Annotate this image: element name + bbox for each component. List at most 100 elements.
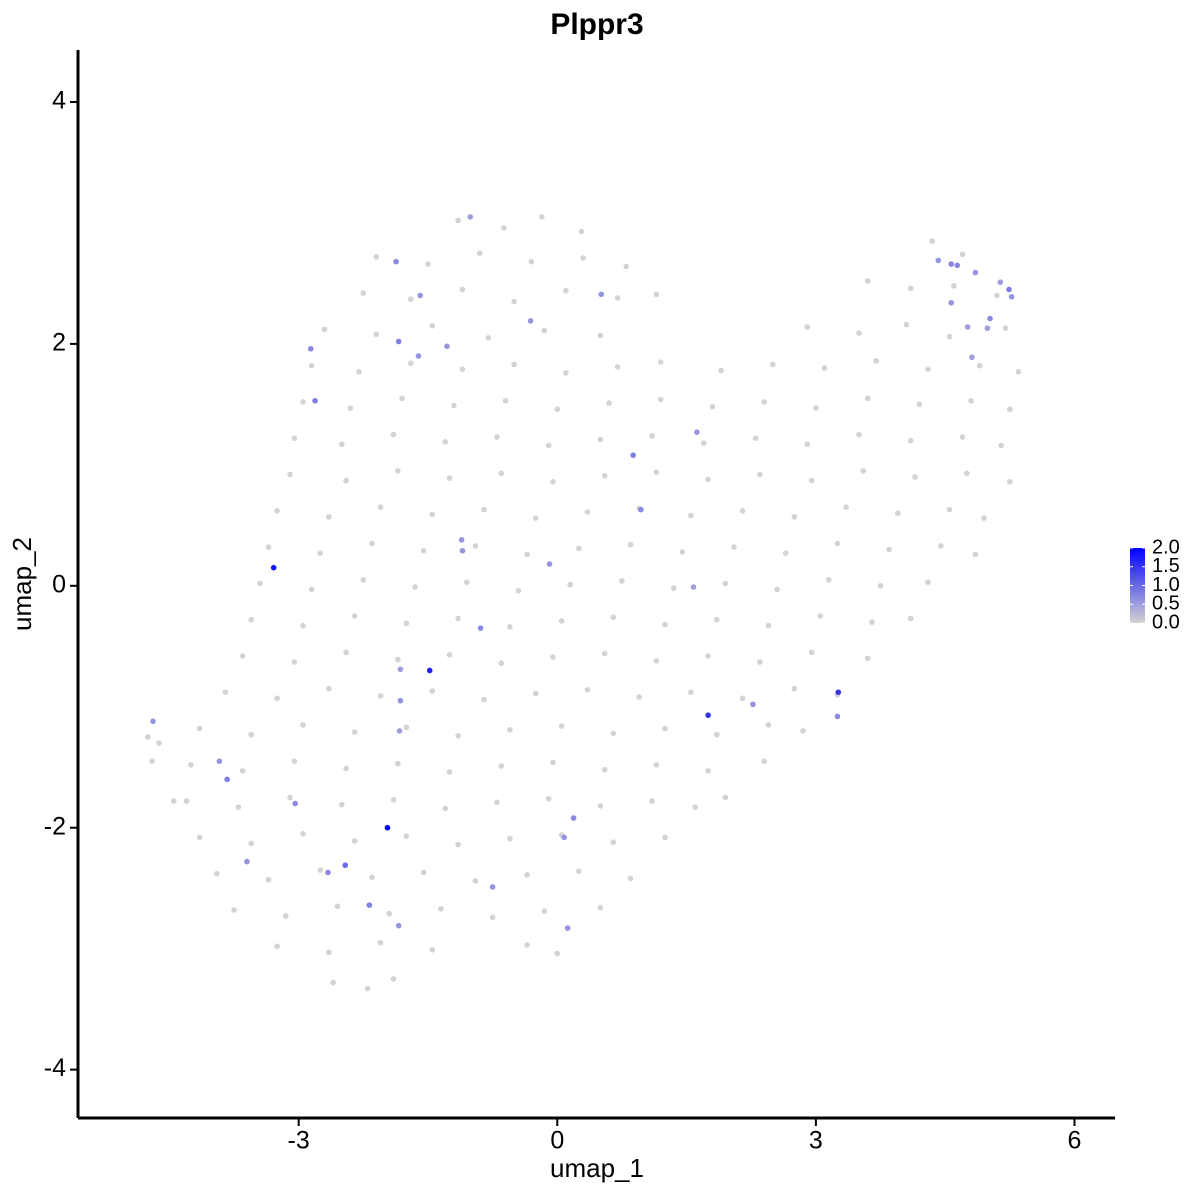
- point: [524, 551, 530, 558]
- point: [325, 869, 331, 876]
- point: [300, 722, 306, 728]
- point: [498, 763, 505, 769]
- point: [1007, 406, 1013, 413]
- point: [570, 815, 577, 821]
- point: [507, 726, 513, 733]
- point: [769, 361, 776, 368]
- point: [156, 740, 162, 746]
- point: [455, 841, 461, 848]
- point: [390, 797, 397, 803]
- point: [395, 922, 402, 929]
- point: [291, 758, 298, 764]
- point: [442, 439, 449, 445]
- point: [545, 795, 552, 802]
- point: [597, 332, 604, 339]
- point: [765, 722, 772, 728]
- point: [429, 688, 436, 694]
- point: [377, 939, 384, 946]
- point: [614, 295, 621, 301]
- point: [1007, 478, 1013, 485]
- point: [597, 904, 604, 911]
- point: [886, 546, 892, 553]
- point: [326, 514, 332, 520]
- point: [972, 551, 979, 558]
- point: [532, 515, 539, 521]
- point: [455, 732, 461, 739]
- point: [713, 731, 720, 738]
- point: [407, 296, 414, 302]
- point: [532, 690, 539, 697]
- point: [946, 506, 953, 513]
- point: [580, 255, 586, 261]
- point: [397, 697, 404, 704]
- point: [188, 762, 194, 768]
- point: [287, 794, 293, 801]
- point: [481, 506, 487, 513]
- point: [274, 508, 280, 514]
- point: [274, 695, 280, 702]
- point: [224, 776, 230, 783]
- point: [584, 687, 591, 693]
- point: [981, 515, 987, 521]
- y-tick-label: 4: [52, 87, 66, 115]
- x-tick-label: 6: [1068, 1127, 1082, 1155]
- point: [373, 331, 380, 338]
- point: [239, 653, 246, 659]
- point: [291, 659, 298, 665]
- point: [216, 758, 223, 764]
- point: [597, 803, 604, 809]
- point: [705, 768, 711, 774]
- point: [976, 362, 983, 369]
- point: [343, 649, 349, 656]
- point: [705, 476, 711, 483]
- point: [467, 214, 474, 220]
- point: [856, 330, 862, 336]
- point: [907, 615, 914, 622]
- point: [584, 509, 591, 515]
- point: [623, 263, 630, 270]
- y-tick-label: 0: [52, 570, 66, 598]
- point: [317, 550, 324, 556]
- point: [765, 622, 772, 629]
- point: [627, 875, 634, 882]
- point: [507, 835, 513, 842]
- point: [563, 370, 569, 376]
- point: [403, 833, 410, 839]
- point: [343, 765, 349, 772]
- point: [925, 366, 931, 373]
- point: [393, 258, 399, 265]
- point: [774, 586, 780, 593]
- point: [390, 976, 397, 982]
- point: [145, 734, 151, 740]
- point: [662, 834, 668, 841]
- point: [307, 345, 314, 352]
- point: [444, 343, 450, 350]
- colorbar-label: 1.5: [1152, 555, 1180, 577]
- point: [835, 689, 842, 696]
- point: [925, 579, 931, 585]
- point: [498, 470, 505, 477]
- point: [397, 666, 404, 673]
- point: [476, 250, 483, 256]
- point: [998, 442, 1005, 449]
- point: [291, 435, 298, 442]
- point: [558, 723, 565, 729]
- point: [718, 367, 724, 374]
- point: [752, 435, 759, 442]
- point: [791, 514, 798, 520]
- point: [528, 258, 535, 265]
- point: [692, 804, 699, 810]
- point: [731, 544, 737, 550]
- point: [546, 561, 553, 567]
- point: [750, 701, 756, 708]
- point: [308, 586, 315, 593]
- point: [429, 947, 436, 953]
- point: [804, 441, 811, 448]
- colorbar-label: 1.0: [1152, 574, 1180, 596]
- point: [515, 587, 522, 594]
- point: [438, 905, 444, 912]
- point: [360, 576, 367, 583]
- point: [417, 292, 424, 299]
- point: [366, 902, 373, 908]
- point: [399, 395, 405, 402]
